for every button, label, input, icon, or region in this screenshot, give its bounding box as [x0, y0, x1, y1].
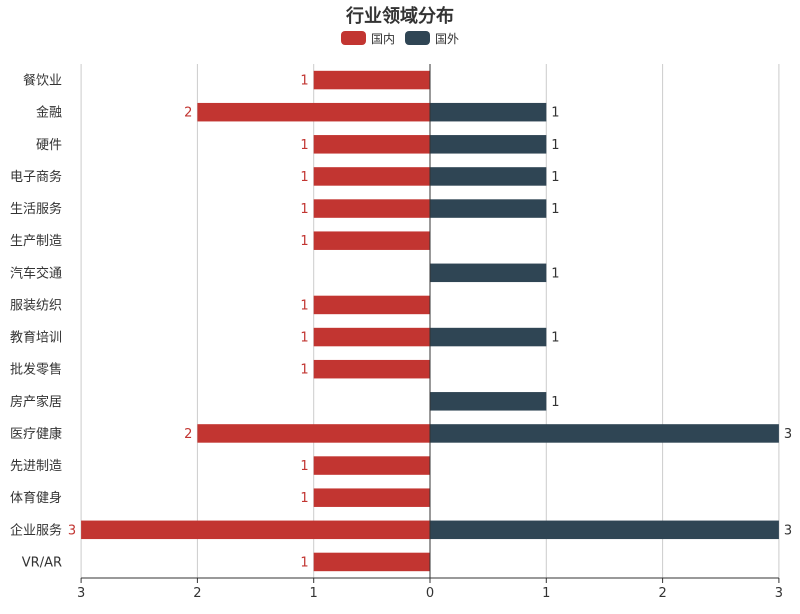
legend-swatch — [405, 31, 430, 45]
data-label-domestic: 1 — [300, 170, 308, 185]
category-label: 汽车交通 — [10, 265, 62, 281]
bar-domestic[interactable] — [313, 327, 430, 347]
category-label: 服装纺织 — [10, 298, 62, 313]
legend-label: 国内 — [371, 32, 395, 46]
category-label: 教育培训 — [10, 330, 62, 346]
data-label-domestic: 2 — [184, 106, 192, 121]
x-tick-label: 3 — [775, 586, 783, 601]
category-label: 餐饮业 — [23, 73, 62, 89]
bar-domestic[interactable] — [313, 135, 430, 154]
legend-swatch — [341, 31, 366, 45]
bar-foreign[interactable] — [430, 199, 547, 218]
data-label-foreign: 1 — [551, 170, 559, 185]
x-tick-label: 3 — [77, 586, 85, 601]
category-label: 房产家居 — [10, 394, 62, 410]
data-label-domestic: 1 — [300, 555, 308, 570]
data-label-domestic: 1 — [300, 363, 308, 378]
data-label-domestic: 2 — [184, 427, 192, 442]
bar-domestic[interactable] — [313, 552, 430, 572]
category-label: 生活服务 — [10, 201, 62, 217]
legend-item[interactable]: 国外 — [405, 31, 459, 46]
data-label-foreign: 1 — [551, 202, 559, 217]
axes: 餐饮业金融硬件电子商务生活服务生产制造汽车交通服装纺织教育培训批发零售房产家居医… — [10, 64, 783, 601]
data-label-domestic: 1 — [300, 138, 308, 153]
bar-domestic[interactable] — [81, 520, 430, 540]
bar-domestic[interactable] — [313, 70, 430, 90]
legend-label: 国外 — [435, 32, 459, 46]
data-label-foreign: 1 — [551, 395, 559, 410]
data-label-foreign: 1 — [551, 266, 559, 281]
data-label-domestic: 1 — [300, 331, 308, 346]
category-label: 企业服务 — [10, 522, 62, 538]
bar-domestic[interactable] — [313, 199, 430, 218]
data-label-foreign: 1 — [551, 331, 559, 346]
category-label: 体育健身 — [10, 490, 62, 506]
data-label-foreign: 1 — [551, 138, 559, 153]
data-label-foreign: 3 — [784, 523, 792, 538]
data-label-foreign: 3 — [784, 427, 792, 442]
legend-item[interactable]: 国内 — [341, 31, 395, 46]
data-label-domestic: 1 — [300, 491, 308, 506]
chart-title: 行业领域分布 — [345, 5, 454, 27]
data-label-domestic: 1 — [300, 234, 308, 249]
bar-domestic[interactable] — [313, 231, 430, 250]
bar-domestic[interactable] — [197, 424, 430, 443]
bar-foreign[interactable] — [430, 424, 779, 443]
category-label: 批发零售 — [10, 362, 62, 378]
data-label-domestic: 3 — [68, 523, 76, 538]
x-tick-label: 2 — [193, 586, 201, 601]
bar-foreign[interactable] — [430, 327, 547, 347]
x-tick-label: 1 — [542, 586, 550, 601]
data-label-foreign: 1 — [551, 106, 559, 121]
bar-foreign[interactable] — [430, 135, 547, 154]
category-label: 医疗健康 — [10, 426, 62, 442]
category-label: 电子商务 — [10, 169, 62, 185]
bar-domestic[interactable] — [313, 359, 430, 379]
bar-foreign[interactable] — [430, 167, 547, 186]
data-label-domestic: 1 — [300, 459, 308, 474]
data-label-domestic: 1 — [300, 74, 308, 89]
category-label: VR/AR — [22, 555, 62, 570]
data-labels: 1 2 1 1 1 1 1 1 1 1 1 1 1 1 1 1 2 3 1 1 3 3 1 — [68, 74, 792, 571]
bar-foreign[interactable] — [430, 520, 779, 540]
bar-domestic[interactable] — [313, 456, 430, 475]
category-label: 先进制造 — [10, 459, 62, 474]
bar-foreign[interactable] — [430, 392, 547, 411]
category-label: 金融 — [36, 105, 62, 121]
bar-foreign[interactable] — [430, 102, 547, 122]
data-label-domestic: 1 — [300, 298, 308, 313]
bars — [81, 70, 779, 572]
category-label: 生产制造 — [10, 234, 62, 249]
bar-domestic[interactable] — [197, 102, 430, 122]
data-label-domestic: 1 — [300, 202, 308, 217]
bar-domestic[interactable] — [313, 167, 430, 186]
bar-domestic[interactable] — [313, 488, 430, 507]
bar-foreign[interactable] — [430, 263, 547, 283]
category-label: 硬件 — [36, 138, 62, 153]
x-tick-label: 0 — [426, 586, 434, 601]
x-tick-label: 1 — [310, 586, 318, 601]
x-tick-label: 2 — [658, 586, 666, 601]
legend: 国内 国外 — [341, 31, 459, 46]
bar-domestic[interactable] — [313, 295, 430, 315]
